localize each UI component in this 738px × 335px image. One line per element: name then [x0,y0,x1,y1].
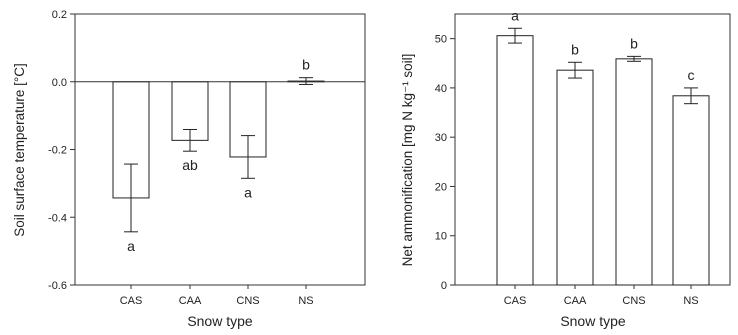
bar-ns [672,95,710,286]
x-category-label: CAA [179,295,202,307]
y-tick-label: 50 [435,34,447,46]
y-tick-label: 10 [435,231,447,243]
x-category-label: NS [298,295,313,307]
significance-label: a [511,7,519,23]
y-tick-label: -0.6 [48,280,67,292]
significance-label: c [688,67,695,83]
x-axis-categories: CAS CAA CNS NS [504,285,699,307]
y-axis-title: Soil surface temperature [°C] [12,63,27,236]
x-axis-title: Snow type [187,313,253,329]
bar-caa [556,69,594,286]
y-tick-label: 0.0 [52,77,67,89]
y-tick-label: 0 [441,280,447,292]
significance-label: b [630,35,638,51]
x-axis-title: Snow type [560,313,626,329]
y-tick-label: 20 [435,181,447,193]
significance-label: b [571,41,579,57]
y-tick-label: -0.2 [48,145,67,157]
y-axis-ticks: -0.6 -0.4 -0.2 0.0 0.2 [48,9,75,292]
significance-label: a [127,238,135,254]
y-tick-label: 40 [435,83,447,95]
x-category-label: CNS [236,295,259,307]
y-axis-ticks: 0 10 20 30 40 50 [435,34,455,292]
y-tick-label: -0.4 [48,212,67,224]
bar-cas [496,35,534,286]
y-axis-title: Net ammonification [mg N kg⁻¹ soil] [400,54,415,267]
significance-label: a [244,184,252,200]
x-category-label: NS [683,295,698,307]
x-axis-categories: CAS CAA CNS NS [120,285,314,307]
x-category-label: CAS [504,295,527,307]
significance-label: b [302,57,310,73]
net-ammonification-chart: 0 10 20 30 40 50 a b b c CAS CAA CNS NS Snow type N… [400,7,731,329]
bars: a b b c [496,7,710,286]
x-category-label: CNS [622,295,645,307]
x-category-label: CAS [120,295,143,307]
y-tick-label: 0.2 [52,9,67,21]
bar-cns [615,58,653,286]
y-tick-label: 30 [435,132,447,144]
significance-label: ab [182,157,198,173]
x-category-label: CAA [564,295,587,307]
